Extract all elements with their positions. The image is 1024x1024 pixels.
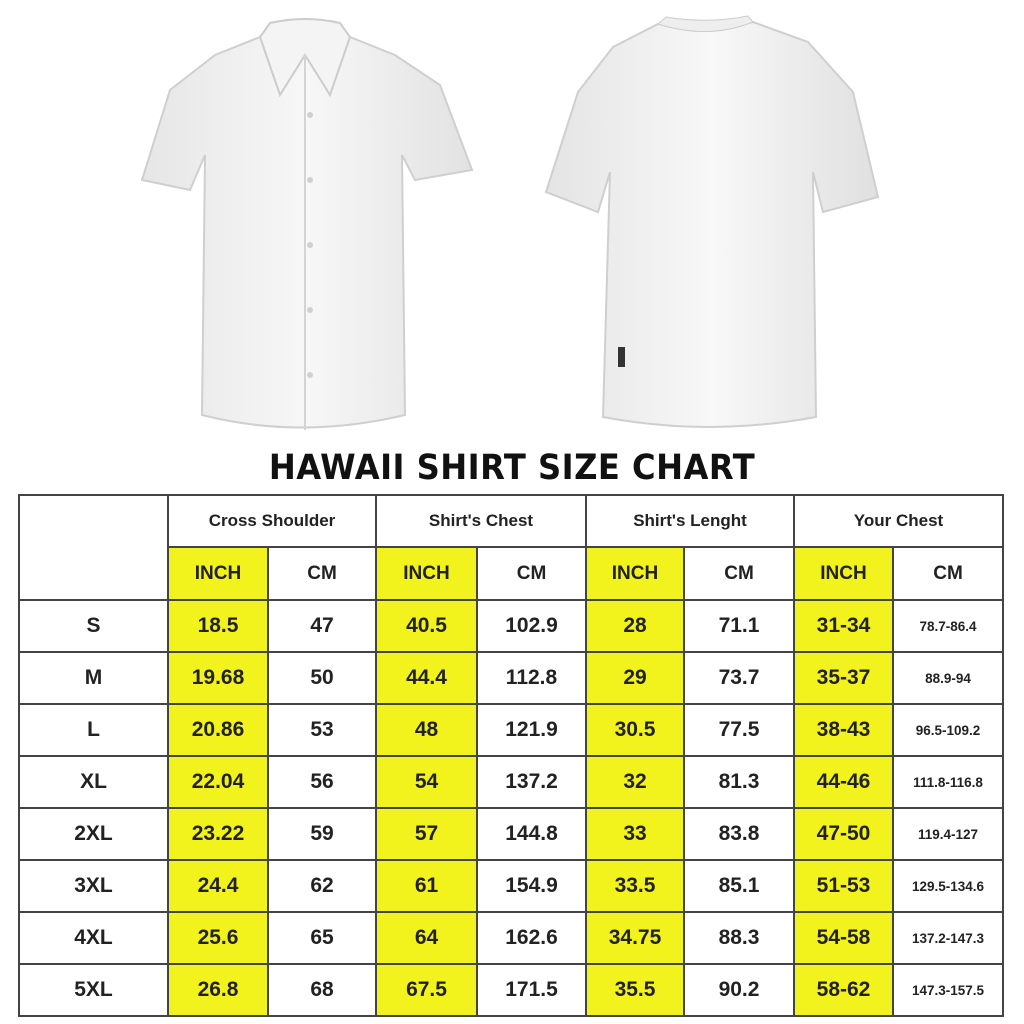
table-row: L 20.86 53 48 121.9 30.5 77.5 38-43 96.5-109.2	[18, 703, 1004, 757]
value-cell: 20.86	[167, 703, 269, 757]
value-cell: 144.8	[476, 807, 587, 861]
value-cell: 121.9	[476, 703, 587, 757]
value-cell: 25.6	[167, 911, 269, 965]
unit-header-row: INCH CM INCH CM INCH CM INCH CM	[19, 546, 1004, 601]
value-cell: 47	[267, 599, 377, 653]
value-cell: 88.3	[683, 911, 795, 965]
page-title: HAWAII SHIRT SIZE CHART	[268, 448, 756, 488]
value-cell: 33.5	[585, 859, 685, 913]
group-cross-shoulder: Cross Shoulder	[167, 494, 377, 548]
value-cell: 34.75	[585, 911, 685, 965]
value-cell: 83.8	[683, 807, 795, 861]
empty-corner-cell	[18, 494, 169, 601]
value-cell: 77.5	[683, 703, 795, 757]
unit-header-inch: INCH	[585, 546, 685, 601]
shirt-front-image	[140, 18, 474, 430]
value-cell: 85.1	[683, 859, 795, 913]
value-cell: 22.04	[167, 755, 269, 809]
value-cell: 162.6	[476, 911, 587, 965]
size-label: L	[18, 703, 169, 757]
value-cell: 28	[585, 599, 685, 653]
table-row: S 18.5 47 40.5 102.9 28 71.1 31-34 78.7-86.4	[18, 599, 1004, 653]
value-cell: 30.5	[585, 703, 685, 757]
table-row: 4XL 25.6 65 64 162.6 34.75 88.3 54-58 137.2-147.…	[18, 911, 1004, 965]
value-cell: 38-43	[793, 703, 894, 757]
value-cell: 23.22	[167, 807, 269, 861]
value-cell: 31-34	[793, 599, 894, 653]
value-cell: 129.5-134.6	[892, 859, 1004, 913]
size-label: 4XL	[18, 911, 169, 965]
group-shirts-length: Shirt's Lenght	[585, 494, 795, 548]
group-header-row: Cross Shoulder Shirt's Chest Shirt's Len…	[18, 494, 1004, 601]
value-cell: 65	[267, 911, 377, 965]
value-cell: 33	[585, 807, 685, 861]
unit-header-cm: CM	[476, 546, 587, 601]
value-cell: 57	[375, 807, 478, 861]
table-row: M 19.68 50 44.4 112.8 29 73.7 35-37 88.9-94	[18, 651, 1004, 705]
value-cell: 54-58	[793, 911, 894, 965]
size-label: XL	[18, 755, 169, 809]
value-cell: 62	[267, 859, 377, 913]
size-label: 2XL	[18, 807, 169, 861]
size-label: M	[18, 651, 169, 705]
table-row: 5XL 26.8 68 67.5 171.5 35.5 90.2 58-62 147.3-157…	[18, 963, 1004, 1017]
shirt-back-image	[544, 15, 880, 428]
value-cell: 71.1	[683, 599, 795, 653]
unit-header-cm: CM	[683, 546, 795, 601]
value-cell: 111.8-116.8	[892, 755, 1004, 809]
value-cell: 40.5	[375, 599, 478, 653]
value-cell: 53	[267, 703, 377, 757]
value-cell: 19.68	[167, 651, 269, 705]
value-cell: 48	[375, 703, 478, 757]
value-cell: 119.4-127	[892, 807, 1004, 861]
value-cell: 137.2-147.3	[892, 911, 1004, 965]
value-cell: 29	[585, 651, 685, 705]
value-cell: 51-53	[793, 859, 894, 913]
value-cell: 78.7-86.4	[892, 599, 1004, 653]
value-cell: 35.5	[585, 963, 685, 1017]
value-cell: 73.7	[683, 651, 795, 705]
unit-header-inch: INCH	[375, 546, 478, 601]
size-label: 5XL	[18, 963, 169, 1017]
size-label: S	[18, 599, 169, 653]
value-cell: 35-37	[793, 651, 894, 705]
unit-header-inch: INCH	[167, 546, 269, 601]
size-label: 3XL	[18, 859, 169, 913]
value-cell: 44-46	[793, 755, 894, 809]
value-cell: 56	[267, 755, 377, 809]
unit-header-inch: INCH	[793, 546, 894, 601]
unit-header-cm: CM	[267, 546, 377, 601]
value-cell: 67.5	[375, 963, 478, 1017]
table-row: XL 22.04 56 54 137.2 32 81.3 44-46 111.8-116.8	[18, 755, 1004, 809]
value-cell: 59	[267, 807, 377, 861]
value-cell: 58-62	[793, 963, 894, 1017]
table-row: 2XL 23.22 59 57 144.8 33 83.8 47-50 119.4-127	[18, 807, 1004, 861]
value-cell: 154.9	[476, 859, 587, 913]
value-cell: 64	[375, 911, 478, 965]
unit-header-cm: CM	[892, 546, 1004, 601]
value-cell: 68	[267, 963, 377, 1017]
value-cell: 18.5	[167, 599, 269, 653]
value-cell: 102.9	[476, 599, 587, 653]
value-cell: 96.5-109.2	[892, 703, 1004, 757]
size-chart-table: Cross Shoulder Shirt's Chest Shirt's Len…	[18, 494, 1004, 1017]
value-cell: 112.8	[476, 651, 587, 705]
value-cell: 50	[267, 651, 377, 705]
value-cell: 90.2	[683, 963, 795, 1017]
value-cell: 26.8	[167, 963, 269, 1017]
group-your-chest: Your Chest	[793, 494, 1004, 548]
value-cell: 61	[375, 859, 478, 913]
value-cell: 24.4	[167, 859, 269, 913]
value-cell: 81.3	[683, 755, 795, 809]
table-row: 3XL 24.4 62 61 154.9 33.5 85.1 51-53 129.5-134.6	[18, 859, 1004, 913]
value-cell: 171.5	[476, 963, 587, 1017]
value-cell: 137.2	[476, 755, 587, 809]
value-cell: 147.3-157.5	[892, 963, 1004, 1017]
value-cell: 44.4	[375, 651, 478, 705]
value-cell: 88.9-94	[892, 651, 1004, 705]
value-cell: 47-50	[793, 807, 894, 861]
value-cell: 54	[375, 755, 478, 809]
group-shirts-chest: Shirt's Chest	[375, 494, 587, 548]
value-cell: 32	[585, 755, 685, 809]
